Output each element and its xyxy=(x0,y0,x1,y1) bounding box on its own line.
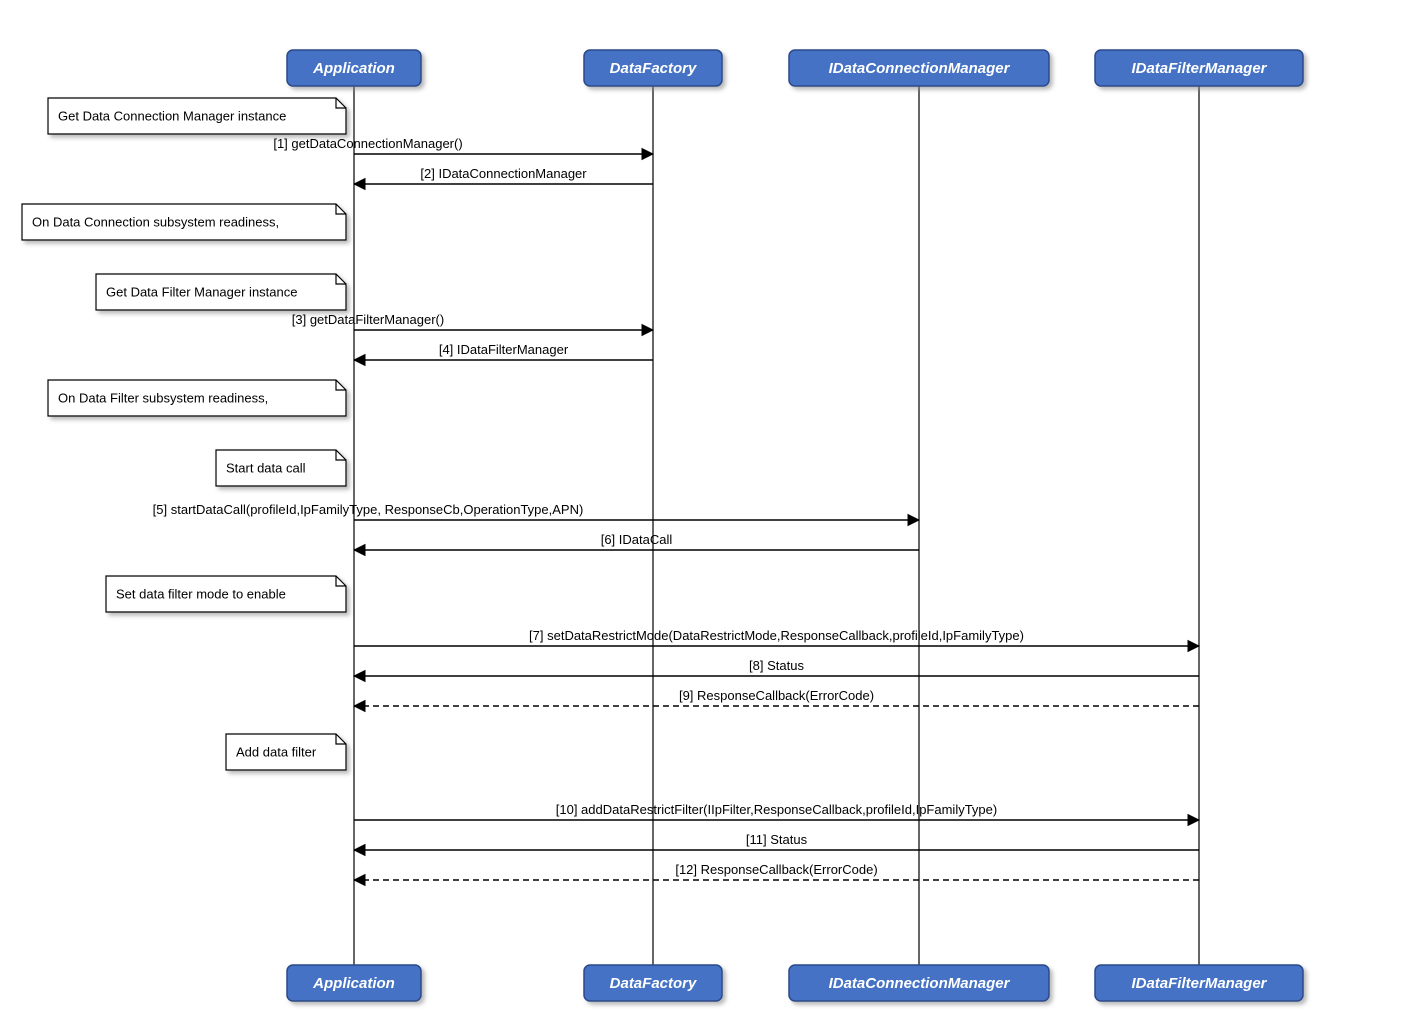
message-9: [9] ResponseCallback(ErrorCode) xyxy=(354,688,1199,706)
svg-text:[1] getDataConnectionManager(): [1] getDataConnectionManager() xyxy=(273,136,462,151)
svg-text:[12] ResponseCallback(ErrorCod: [12] ResponseCallback(ErrorCode) xyxy=(675,862,877,877)
svg-text:[3] getDataFilterManager(): [3] getDataFilterManager() xyxy=(292,312,444,327)
message-8: [8] Status xyxy=(354,658,1199,676)
svg-text:[2] IDataConnectionManager: [2] IDataConnectionManager xyxy=(420,166,587,181)
svg-text:[7] setDataRestrictMode(DataRe: [7] setDataRestrictMode(DataRestrictMode… xyxy=(529,628,1024,643)
note: On Data Filter subsystem readiness, xyxy=(48,380,346,416)
participant-idfm: IDataFilterManager xyxy=(1095,50,1303,86)
message-11: [11] Status xyxy=(354,832,1199,850)
participant-df: DataFactory xyxy=(584,50,722,86)
svg-text:[9] ResponseCallback(ErrorCode: [9] ResponseCallback(ErrorCode) xyxy=(679,688,874,703)
note: Set data filter mode to enable xyxy=(106,576,346,612)
note: On Data Connection subsystem readiness, xyxy=(22,204,346,240)
note: Get Data Filter Manager instance xyxy=(96,274,346,310)
sequence-diagram: Application DataFactory IDataConnectionMan… xyxy=(0,0,1420,1015)
svg-text:On Data Filter subsystem readi: On Data Filter subsystem readiness, xyxy=(58,390,268,405)
svg-text:Set data filter mode to enable: Set data filter mode to enable xyxy=(116,586,286,601)
message-5: [5] startDataCall(profileId,IpFamilyType… xyxy=(153,502,919,520)
svg-text:[8] Status: [8] Status xyxy=(749,658,804,673)
participant-app: Application xyxy=(287,965,421,1001)
note: Get Data Connection Manager instance xyxy=(48,98,346,134)
message-2: [2] IDataConnectionManager xyxy=(354,166,653,184)
svg-text:Get Data Filter Manager instan: Get Data Filter Manager instance xyxy=(106,284,297,299)
svg-text:[4] IDataFilterManager: [4] IDataFilterManager xyxy=(439,342,569,357)
svg-text:[10] addDataRestrictFilter(IIp: [10] addDataRestrictFilter(IIpFilter,Res… xyxy=(556,802,997,817)
message-7: [7] setDataRestrictMode(DataRestrictMode… xyxy=(354,628,1199,646)
participant-idcm: IDataConnectionManager xyxy=(789,50,1049,86)
svg-text:[11] Status: [11] Status xyxy=(746,832,808,847)
message-10: [10] addDataRestrictFilter(IIpFilter,Res… xyxy=(354,802,1199,820)
svg-text:Get Data Connection Manager in: Get Data Connection Manager instance xyxy=(58,108,286,123)
svg-text:On Data Connection subsystem r: On Data Connection subsystem readiness, xyxy=(32,214,279,229)
svg-text:Start data call: Start data call xyxy=(226,460,306,475)
participant-df: DataFactory xyxy=(584,965,722,1001)
svg-text:DataFactory: DataFactory xyxy=(610,975,697,992)
svg-text:Application: Application xyxy=(312,60,395,77)
message-6: [6] IDataCall xyxy=(354,532,919,550)
svg-text:Add data filter: Add data filter xyxy=(236,744,317,759)
message-12: [12] ResponseCallback(ErrorCode) xyxy=(354,862,1199,880)
svg-text:[5] startDataCall(profileId,Ip: [5] startDataCall(profileId,IpFamilyType… xyxy=(153,502,584,517)
svg-text:Application: Application xyxy=(312,975,395,992)
message-1: [1] getDataConnectionManager() xyxy=(273,136,653,154)
message-4: [4] IDataFilterManager xyxy=(354,342,653,360)
note: Add data filter xyxy=(226,734,346,770)
svg-text:[6] IDataCall: [6] IDataCall xyxy=(601,532,673,547)
svg-text:IDataConnectionManager: IDataConnectionManager xyxy=(829,60,1011,77)
participant-idcm: IDataConnectionManager xyxy=(789,965,1049,1001)
participant-app: Application xyxy=(287,50,421,86)
participant-idfm: IDataFilterManager xyxy=(1095,965,1303,1001)
svg-text:IDataConnectionManager: IDataConnectionManager xyxy=(829,975,1011,992)
note: Start data call xyxy=(216,450,346,486)
svg-text:DataFactory: DataFactory xyxy=(610,60,697,77)
svg-text:IDataFilterManager: IDataFilterManager xyxy=(1131,975,1267,992)
svg-text:IDataFilterManager: IDataFilterManager xyxy=(1131,60,1267,77)
message-3: [3] getDataFilterManager() xyxy=(292,312,653,330)
